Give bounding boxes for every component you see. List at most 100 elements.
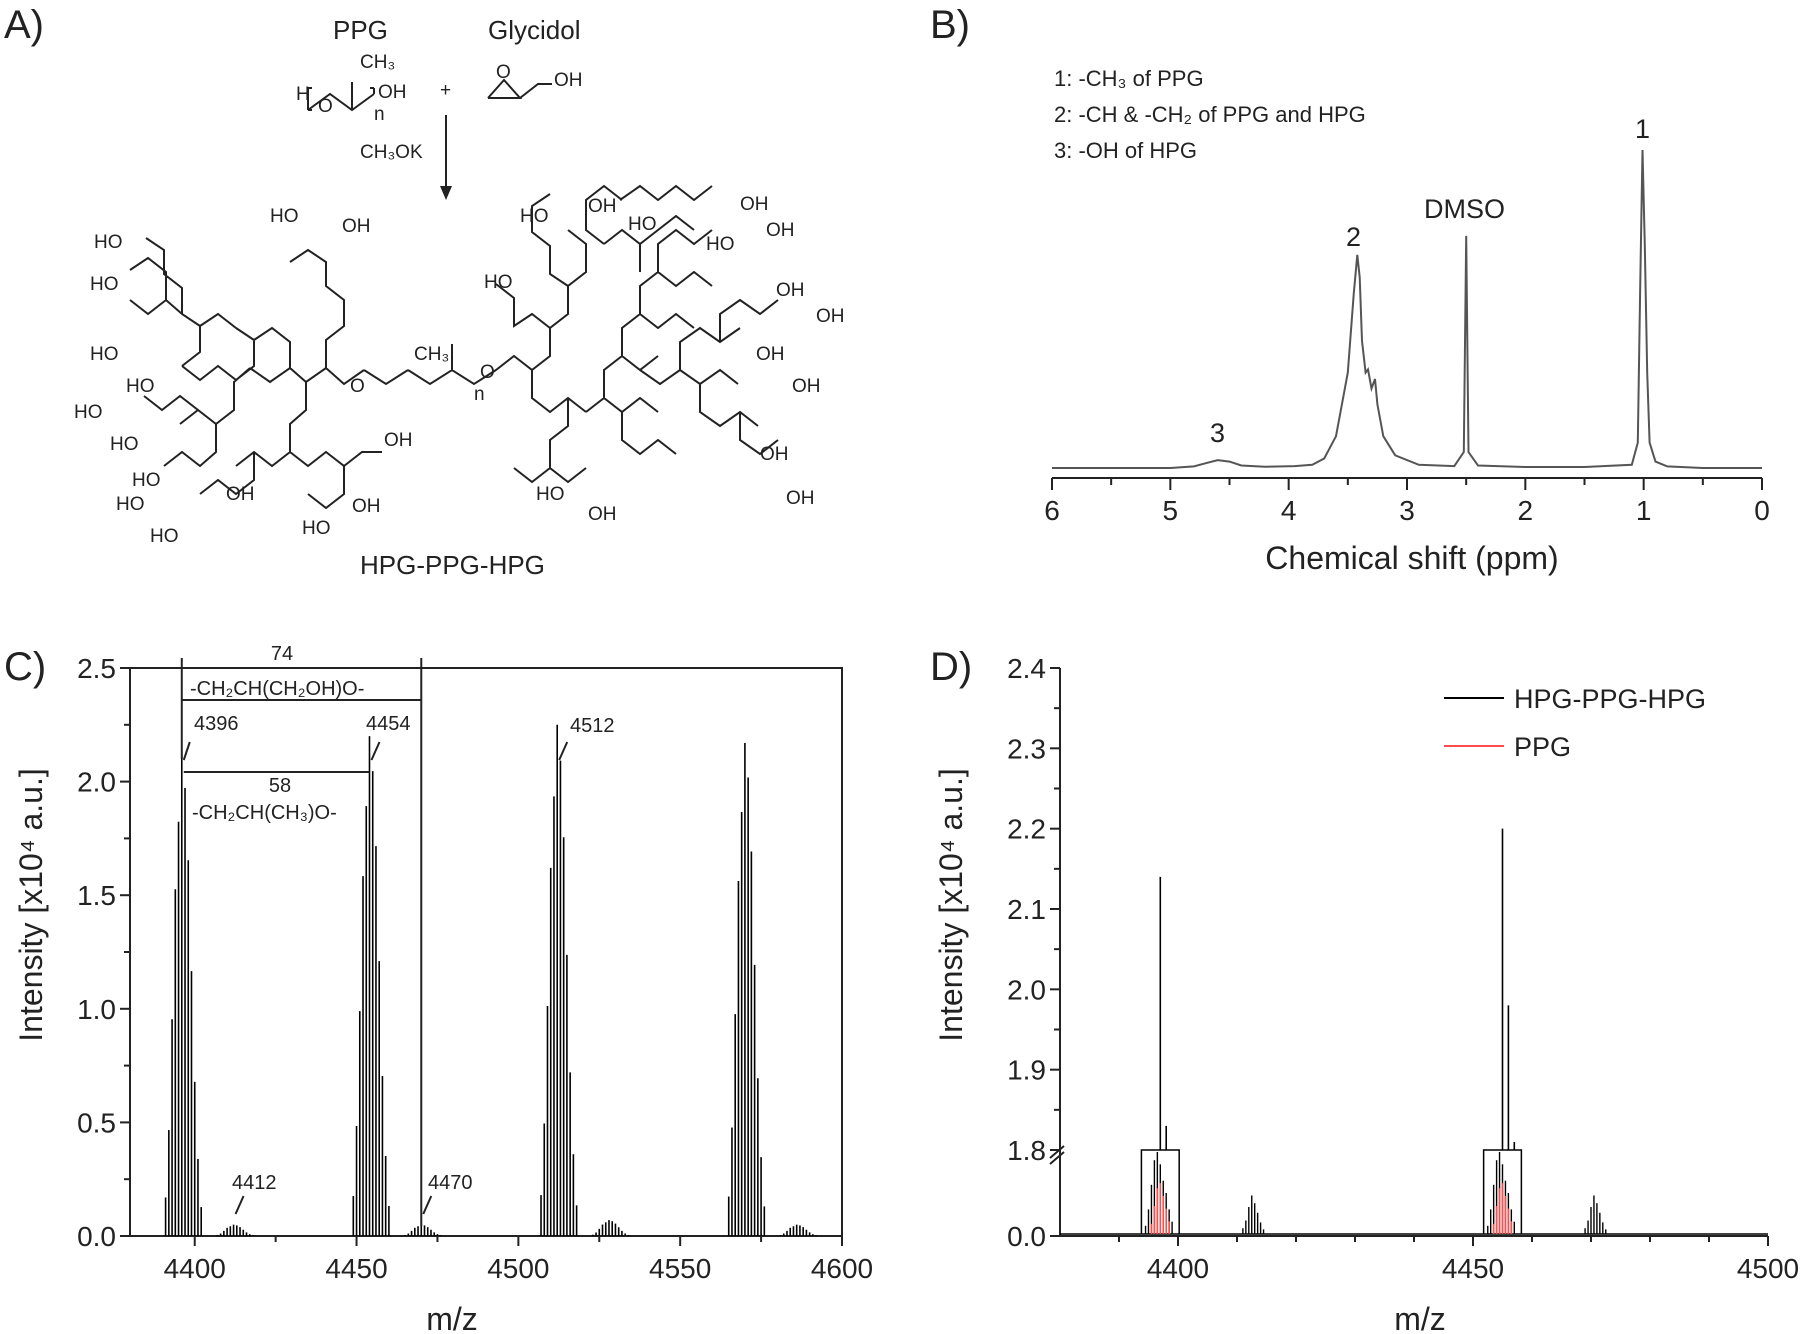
panel-c-axes: 4400 4450 4500 4550 4600 0.0 0.5 1.0 1.5 2.0 2.5 (77, 653, 873, 1284)
product-ho-label-14: HO (536, 484, 565, 505)
nmr-peak-label-3: 3 (1210, 418, 1225, 448)
product-ho-label-2: HO (90, 274, 119, 295)
panel-d-x-axis-title: m/z (1394, 1301, 1446, 1334)
product-oh-label-4: OH (352, 496, 381, 517)
c-x-tick-label-4500: 4500 (487, 1253, 549, 1284)
mass-label-4412: 4412 (232, 1172, 277, 1194)
panel-c-annotations: 74 -CH₂CH(CH₂OH)O- 58 -CH₂CH(CH₃)O- 4396… (180, 643, 615, 1226)
span-58-label: 58 (269, 775, 291, 797)
nmr-spectrum-line (1052, 149, 1762, 469)
reactant-glycidol-label: Glycidol (488, 15, 580, 45)
d-y-tick-label-2.4: 2.4 (1007, 653, 1046, 684)
product-ho-label-15: HO (628, 214, 657, 235)
mass-label-4454: 4454 (366, 713, 411, 735)
product-oh-label-13: OH (786, 488, 815, 509)
product-label: HPG-PPG-HPG (360, 550, 545, 580)
panel-a-letter: A) (4, 3, 44, 47)
product-oh-label-8: OH (776, 280, 805, 301)
d-y-tick-label-2: 2.0 (1007, 974, 1046, 1005)
d-x-tick-label-4500: 4500 (1737, 1253, 1799, 1284)
panel-d-spectrum (1060, 828, 1768, 1235)
nmr-peak-label-2: 2 (1346, 222, 1361, 252)
d-axis-break-mark (1049, 1145, 1065, 1165)
product-ho-label-9: HO (150, 526, 179, 547)
panel-a-reaction-scheme: A) PPG Glycidol H O CH₃ OH n + O OH CH₃O… (4, 3, 845, 580)
product-oh-label-14: OH (588, 504, 617, 525)
product-n-label: n (474, 384, 485, 405)
product-ch3-label: CH₃ (414, 344, 449, 365)
c-y-tick-label-0: 0.0 (77, 1221, 116, 1252)
product-ho-label-1: HO (94, 232, 123, 253)
panel-d-axes: 1.8 1.9 2.0 2.1 2.2 2.3 2.4 0.0 4400 4450 4500 (1007, 653, 1799, 1284)
nmr-x-tick-label-5: 5 (1163, 495, 1179, 526)
product-ho-label-16: HO (706, 234, 735, 255)
product-ho-label-11: HO (302, 518, 331, 539)
c-x-tick-label-4450: 4450 (325, 1253, 387, 1284)
c-x-tick-label-4550: 4550 (649, 1253, 711, 1284)
mass-label-4396: 4396 (194, 713, 239, 735)
product-oh-label-11: OH (792, 376, 821, 397)
product-oh-label-7: OH (766, 220, 795, 241)
c-x-tick-label-4400: 4400 (164, 1253, 226, 1284)
d-y-tick-label-lower-0: 0.0 (1007, 1221, 1046, 1252)
catalyst-label: CH₃OK (360, 142, 423, 163)
nmr-x-tick-label-6: 6 (1044, 495, 1060, 526)
product-ho-label-13: HO (484, 272, 513, 293)
product-ho-label-12: HO (520, 206, 549, 227)
nmr-legend-line-1: 1: -CH₃ of PPG (1054, 66, 1204, 91)
nmr-axes: 6 5 4 3 2 1 0 (1044, 477, 1770, 526)
d-y-tick-label-2.1: 2.1 (1007, 894, 1046, 925)
product-ho-label-4: HO (126, 376, 155, 397)
ppg-ch3-label: CH₃ (360, 52, 395, 73)
mass-label-4512: 4512 (570, 715, 615, 737)
nmr-x-tick-label-1: 1 (1636, 495, 1652, 526)
nmr-x-tick-label-2: 2 (1518, 495, 1534, 526)
product-oh-label-2: OH (384, 430, 413, 451)
nmr-peak-label-1: 1 (1635, 114, 1650, 144)
glycidol-structure: O OH (487, 62, 583, 99)
panel-c-y-axis-title: Intensity [x10⁴ a.u.] (13, 768, 49, 1041)
hpg-ppg-hpg-structure: CH₃ n O O HO HO HO HO HO HO HO HO HO HO … (74, 184, 845, 547)
nmr-x-axis-title: Chemical shift (ppm) (1265, 540, 1558, 576)
reaction-arrow-head (440, 186, 452, 200)
c-y-tick-label-0.5: 0.5 (77, 1107, 116, 1138)
product-oh-label-12: OH (760, 444, 789, 465)
legend-label-hpg-ppg-hpg: HPG-PPG-HPG (1514, 684, 1706, 714)
ppg-oh-label: OH (378, 82, 407, 103)
product-ho-label-7: HO (132, 470, 161, 491)
nmr-peak-label-dmso: DMSO (1424, 194, 1505, 224)
panel-c-annotation-lines (180, 658, 569, 1226)
ppg-n-label: n (374, 104, 385, 125)
product-o-label-1: O (350, 376, 365, 397)
product-oh-label-5: OH (588, 196, 617, 217)
reactant-ppg-label: PPG (333, 15, 388, 45)
panel-c-spectrum (164, 724, 817, 1236)
d-y-tick-label-2.3: 2.3 (1007, 733, 1046, 764)
panel-c-maldi: C) 4400 4450 4500 4550 4600 0.0 0.5 1.0 1.5 2.0 2.… (4, 643, 873, 1334)
panel-d-letter: D) (930, 645, 972, 689)
legend-label-ppg: PPG (1514, 732, 1571, 762)
c-y-tick-label-1.5: 1.5 (77, 880, 116, 911)
c-y-tick-label-2: 2.0 (77, 767, 116, 798)
glycidol-oh-label: OH (554, 70, 583, 91)
c-x-tick-label-4600: 4600 (811, 1253, 873, 1284)
panel-b-nmr: B) 1: -CH₃ of PPG 2: -CH & -CH₂ of PPG a… (930, 3, 1770, 576)
ppg-o-label: O (318, 96, 333, 117)
unit-58-label: -CH₂CH(CH₃)O- (192, 802, 337, 824)
product-oh-label-9: OH (816, 306, 845, 327)
product-ho-label-5: HO (74, 402, 103, 423)
product-ho-label-10: HO (270, 206, 299, 227)
nmr-x-tick-label-0: 0 (1754, 495, 1770, 526)
product-ho-label-8: HO (116, 494, 145, 515)
c-y-tick-label-1: 1.0 (77, 994, 116, 1025)
nmr-legend-line-2: 2: -CH & -CH₂ of PPG and HPG (1054, 102, 1366, 127)
ppg-structure: H O CH₃ OH n (296, 52, 407, 125)
product-ho-label-3: HO (90, 344, 119, 365)
unit-74-label: -CH₂CH(CH₂OH)O- (190, 678, 364, 700)
d-y-tick-label-2.2: 2.2 (1007, 814, 1046, 845)
nmr-x-tick-label-4: 4 (1281, 495, 1297, 526)
panel-d-legend: HPG-PPG-HPG PPG (1444, 684, 1706, 762)
product-o-label-2: O (480, 362, 495, 383)
nmr-x-tick-label-3: 3 (1399, 495, 1415, 526)
